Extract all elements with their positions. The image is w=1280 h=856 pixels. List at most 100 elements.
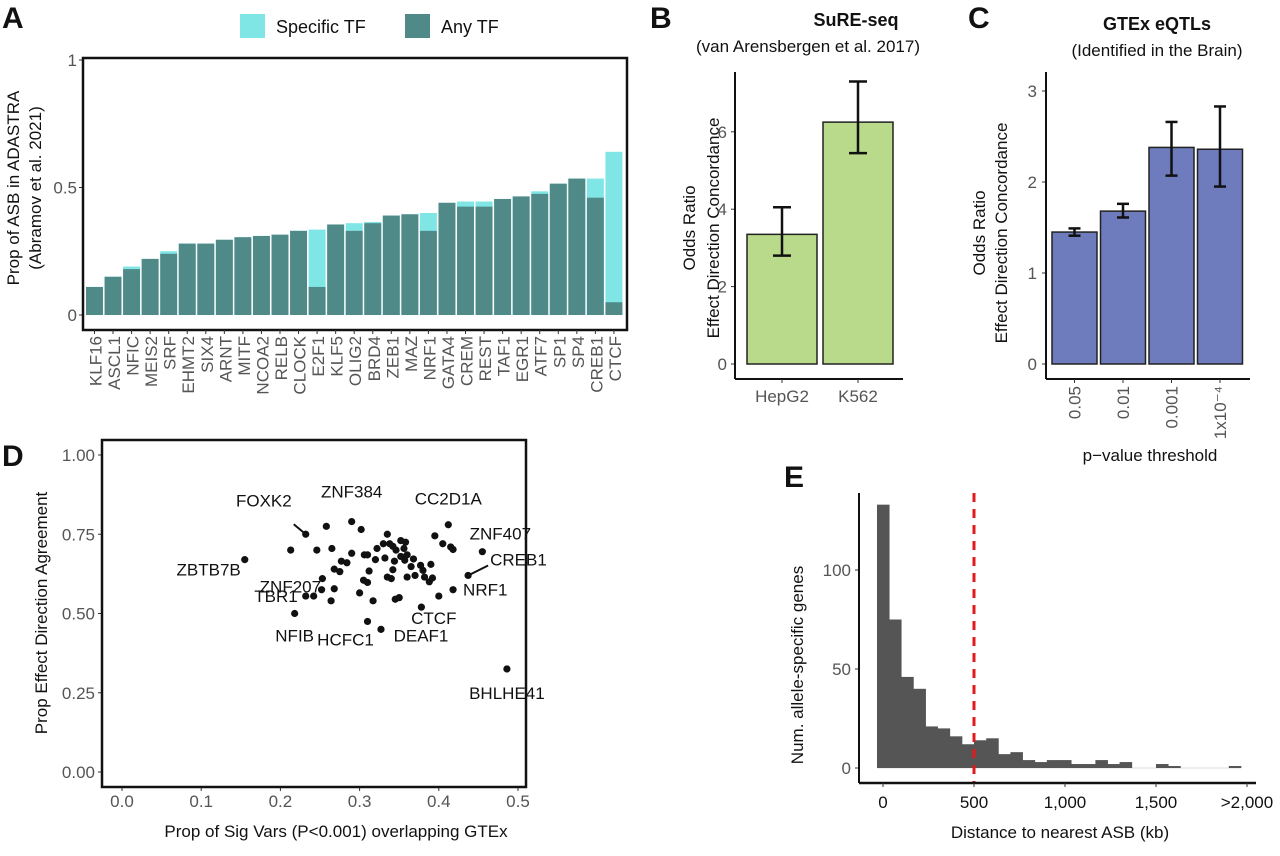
- x-tick-label-a: NCOA2: [253, 336, 272, 395]
- panel-label-e: E: [784, 461, 804, 494]
- x-tick-label-a: MEIS2: [142, 336, 161, 387]
- x-tick-label-e: >2,000: [1221, 793, 1273, 812]
- x-tick-label-a: OLIG2: [346, 336, 365, 386]
- histogram-bar: [1095, 760, 1108, 768]
- bar-any-tf: [401, 214, 419, 315]
- y-tick-label-c: 0: [1028, 355, 1037, 374]
- scatter-point: [400, 544, 408, 553]
- scatter-point: [401, 556, 409, 564]
- bar-k562: [822, 121, 894, 365]
- scatter-point: [330, 565, 338, 573]
- x-tick-label-c: 0.01: [1114, 386, 1133, 419]
- y-tick-label-e: 100: [823, 561, 851, 580]
- scatter-point: [369, 597, 377, 605]
- y-axis-subtitle-b: Effect Direction Concordance: [704, 118, 723, 339]
- y-tick-label-e: 50: [832, 660, 851, 679]
- legend-swatch-specific-tf: [240, 14, 265, 38]
- y-tick-label-b: 4: [718, 200, 727, 219]
- y-tick-label-b: 0: [718, 355, 727, 374]
- bar-any-tf: [419, 230, 437, 315]
- plot-frame-d: [100, 438, 528, 789]
- y-axis-title-d: Prop Effect Direction Agreement: [32, 491, 51, 734]
- x-tick-label-e: 1,000: [1044, 793, 1087, 812]
- bar-any-tf: [327, 224, 345, 315]
- scatter-point: [322, 522, 330, 530]
- label-leader-line: [293, 523, 307, 536]
- scatter-point-labeled: [449, 586, 457, 594]
- bar-any-tf: [457, 206, 474, 315]
- bar-any-tf: [215, 239, 233, 315]
- scatter-point: [371, 556, 380, 564]
- scatter-point: [403, 551, 411, 559]
- bar-any-tf: [234, 237, 252, 315]
- bar-any-tf: [586, 197, 604, 315]
- x-tick-label-a: EGR1: [513, 336, 532, 382]
- bar-any-tf: [252, 235, 270, 315]
- chart-title-b: SuRE-seq: [813, 10, 898, 30]
- y-tick-label-d: 0.50: [62, 605, 95, 624]
- scatter-point: [317, 586, 326, 594]
- scatter-point: [427, 560, 435, 568]
- x-tick-label-a: SIX4: [198, 336, 217, 373]
- x-tick-label-e: 500: [960, 793, 988, 812]
- x-tick-label-a: EHMT2: [179, 336, 198, 394]
- y-tick-label-d: 1.00: [62, 446, 95, 465]
- y-axis-title-a: Prop of ASB in ADASTRA: [4, 90, 23, 285]
- scatter-point: [343, 559, 351, 567]
- scatter-point: [411, 571, 419, 580]
- y-axis-subtitle-a: (Abramov et al. 2021): [26, 106, 45, 269]
- scatter-point: [313, 546, 321, 554]
- scatter-point-labeled: [241, 556, 249, 564]
- chart-subtitle-c: (Identified in the Brain): [1071, 41, 1242, 60]
- y-tick-label-a: 0: [68, 306, 77, 325]
- histogram-bar: [1119, 762, 1133, 768]
- x-tick-label-a: CTCF: [606, 336, 625, 381]
- scatter-point-labeled: [478, 548, 486, 556]
- scatter-point: [356, 589, 364, 597]
- x-tick-label-a: SP4: [569, 336, 588, 368]
- legend-swatch-any-tf: [405, 14, 430, 38]
- panel-c: GTEx eQTLs (Identified in the Brain) Odd…: [970, 14, 1250, 465]
- scatter-point: [420, 573, 429, 581]
- x-tick-label-d: 0.3: [348, 792, 372, 811]
- scatter-point: [403, 573, 411, 581]
- histogram-bar: [1228, 766, 1242, 768]
- histogram-bar: [889, 619, 902, 768]
- histogram-bar: [937, 728, 951, 768]
- point-label: NFIB: [275, 627, 314, 646]
- scatter-point: [419, 566, 427, 574]
- scatter-point: [365, 567, 373, 575]
- x-axis-title-e: Distance to nearest ASB (kb): [951, 823, 1169, 842]
- scatter-point: [389, 542, 397, 550]
- panel-b: SuRE-seq (van Arensbergen et al. 2017) O…: [680, 10, 920, 406]
- x-tick-label-c: 0.05: [1066, 386, 1085, 419]
- y-tick-label-d: 0.25: [62, 684, 95, 703]
- histogram-bar: [1058, 760, 1072, 768]
- x-tick-label-a: RELB: [272, 336, 291, 380]
- bar-any-tf: [382, 215, 400, 315]
- histogram-bar: [1046, 760, 1060, 768]
- y-tick-label-d: 0.00: [62, 763, 95, 782]
- x-tick-label-a: NRF1: [420, 336, 439, 380]
- scatter-point-labeled: [318, 575, 326, 583]
- histogram-bar: [1034, 762, 1048, 768]
- scatter-point: [389, 566, 397, 574]
- x-tick-label-a: MAZ: [402, 336, 421, 372]
- histogram-bar: [961, 744, 975, 768]
- scatter-point: [428, 574, 437, 582]
- scatter-point: [417, 603, 425, 611]
- histogram-bar: [998, 754, 1011, 768]
- histogram-bar: [949, 736, 963, 768]
- bar-threshold: [1099, 210, 1147, 365]
- plot-frame-a: [81, 56, 629, 332]
- panel-label-c: C: [968, 2, 990, 35]
- x-tick-label-a: GATA4: [439, 336, 458, 389]
- histogram-bar: [1083, 764, 1096, 768]
- y-axis-subtitle-c: Effect Direction Concordance: [992, 123, 1011, 344]
- x-tick-label-c: 0.001: [1163, 386, 1182, 429]
- scatter-point: [439, 540, 447, 548]
- x-tick-label-d: 0.4: [427, 792, 451, 811]
- x-tick-label-d: 0.1: [189, 792, 213, 811]
- panel-label-a: A: [2, 2, 24, 35]
- x-tick-label-b: K562: [838, 387, 878, 406]
